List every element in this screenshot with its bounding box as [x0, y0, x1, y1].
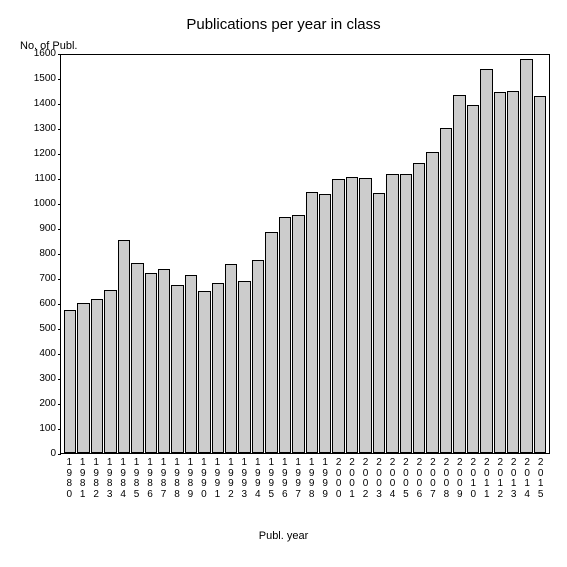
y-tick-mark: [58, 454, 61, 455]
x-tick-label: 2006: [413, 456, 425, 516]
x-tick-label: 1994: [252, 456, 264, 516]
bar: [467, 105, 479, 453]
x-tick-label: 2012: [494, 456, 506, 516]
x-tick-label: 2000: [332, 456, 344, 516]
bar: [480, 69, 492, 453]
bar: [212, 283, 224, 453]
bar: [104, 290, 116, 453]
x-tick-label: 2011: [481, 456, 493, 516]
y-tick-label: 200: [12, 399, 56, 409]
y-tick-label: 300: [12, 374, 56, 384]
bar: [534, 96, 546, 453]
bar: [77, 303, 89, 453]
y-tick-label: 1100: [12, 174, 56, 184]
bar: [373, 193, 385, 453]
x-tick-label: 1990: [198, 456, 210, 516]
bar: [319, 194, 331, 453]
bar: [225, 264, 237, 453]
x-tick-label: 1996: [279, 456, 291, 516]
x-tick-label: 1999: [319, 456, 331, 516]
y-tick-label: 1200: [12, 149, 56, 159]
bar: [306, 192, 318, 453]
y-tick-label: 700: [12, 274, 56, 284]
bar: [507, 91, 519, 453]
bar: [359, 178, 371, 453]
y-tick-label: 1500: [12, 74, 56, 84]
x-tick-label: 2001: [346, 456, 358, 516]
bar: [131, 263, 143, 453]
bar: [171, 285, 183, 453]
x-tick-label: 2004: [386, 456, 398, 516]
x-tick-label: 2014: [521, 456, 533, 516]
x-axis-ticks: 1980198119821983198419851986198719881989…: [60, 456, 550, 516]
x-tick-label: 2007: [427, 456, 439, 516]
y-tick-label: 1400: [12, 99, 56, 109]
bar: [332, 179, 344, 453]
x-tick-label: 1980: [63, 456, 75, 516]
bar: [185, 275, 197, 453]
y-tick-label: 500: [12, 324, 56, 334]
x-tick-label: 2013: [507, 456, 519, 516]
x-tick-label: 2010: [467, 456, 479, 516]
bar: [386, 174, 398, 453]
x-tick-label: 2009: [454, 456, 466, 516]
x-tick-label: 1983: [103, 456, 115, 516]
y-tick-label: 100: [12, 424, 56, 434]
x-tick-label: 2015: [534, 456, 546, 516]
bar: [413, 163, 425, 453]
bar: [520, 59, 532, 453]
x-tick-label: 2005: [400, 456, 412, 516]
x-axis-title: Publ. year: [10, 530, 557, 542]
x-tick-label: 1981: [76, 456, 88, 516]
y-tick-label: 1600: [12, 49, 56, 59]
x-tick-label: 2002: [359, 456, 371, 516]
bar: [118, 240, 130, 453]
x-tick-label: 1984: [117, 456, 129, 516]
x-tick-label: 1995: [265, 456, 277, 516]
bar-chart: Publications per year in class No. of Pu…: [10, 10, 557, 557]
bar: [426, 152, 438, 453]
chart-title: Publications per year in class: [10, 10, 557, 37]
y-tick-label: 800: [12, 249, 56, 259]
bar: [64, 310, 76, 453]
bar: [198, 291, 210, 453]
x-tick-label: 1988: [171, 456, 183, 516]
y-tick-label: 400: [12, 349, 56, 359]
bar: [265, 232, 277, 453]
y-tick-label: 1300: [12, 124, 56, 134]
y-tick-label: 600: [12, 299, 56, 309]
x-tick-label: 1998: [305, 456, 317, 516]
y-axis-ticks: 0100200300400500600700800900100011001200…: [10, 54, 58, 454]
bar: [453, 95, 465, 453]
bars-container: [61, 55, 549, 453]
bar: [145, 273, 157, 453]
y-tick-label: 1000: [12, 199, 56, 209]
x-tick-label: 1997: [292, 456, 304, 516]
bar: [252, 260, 264, 453]
y-tick-label: 900: [12, 224, 56, 234]
bar: [279, 217, 291, 453]
bar: [292, 215, 304, 453]
x-tick-label: 1991: [211, 456, 223, 516]
bar: [494, 92, 506, 453]
bar: [440, 128, 452, 453]
bar: [158, 269, 170, 453]
bar: [91, 299, 103, 453]
bar: [346, 177, 358, 453]
plot-area: [60, 54, 550, 454]
bar: [238, 281, 250, 453]
x-tick-label: 1982: [90, 456, 102, 516]
x-tick-label: 1992: [225, 456, 237, 516]
x-tick-label: 1987: [157, 456, 169, 516]
x-tick-label: 1993: [238, 456, 250, 516]
bar: [400, 174, 412, 453]
x-tick-label: 2003: [373, 456, 385, 516]
x-tick-label: 1989: [184, 456, 196, 516]
y-tick-label: 0: [12, 449, 56, 459]
x-tick-label: 2008: [440, 456, 452, 516]
x-tick-label: 1986: [144, 456, 156, 516]
x-tick-label: 1985: [130, 456, 142, 516]
